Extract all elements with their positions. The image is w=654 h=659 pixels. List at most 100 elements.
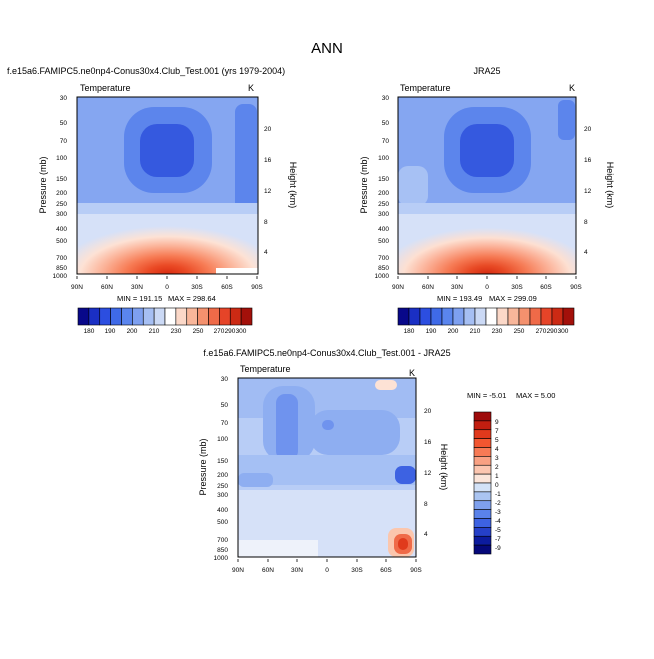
y-tick-label: 400 (56, 226, 67, 233)
y-tick-label: 700 (217, 537, 228, 544)
colorbar-swatch (186, 307, 198, 326)
y-tick-label: 30 (60, 95, 68, 102)
x-tick-label: 0 (165, 284, 169, 291)
x-tick-label: 30S (351, 567, 363, 574)
y-tick-label: 100 (56, 155, 67, 162)
colorbar-swatch (473, 509, 492, 519)
y-axis-right: 20 16 12 8 4 Height (km) (424, 408, 449, 538)
y-tick-label: 1000 (53, 273, 68, 280)
colorbar-label: 4 (495, 446, 499, 453)
panel-subtitle: Temperature (80, 83, 131, 93)
y-right-tick-label: 20 (424, 408, 432, 415)
y-tick-label: 200 (217, 472, 228, 479)
min-label: MIN = 191.15 (117, 294, 162, 303)
y-tick-label: 300 (217, 492, 228, 499)
colorbar-label: -9 (495, 545, 501, 552)
colorbar-swatch (121, 307, 133, 326)
colorbar-swatch (474, 307, 487, 326)
figure-title: ANN (311, 40, 343, 57)
colorbar-swatch (408, 307, 421, 326)
x-tick-label: 90S (251, 284, 263, 291)
y-tick-label: 500 (217, 519, 228, 526)
colorbar-label: 250 (514, 328, 525, 335)
colorbar-swatch (229, 307, 242, 326)
x-tick-label: 60S (380, 567, 392, 574)
y-right-tick-label: 16 (424, 439, 432, 446)
colorbar-swatch (540, 307, 553, 326)
y-right-axis-label: Height (km) (439, 444, 449, 491)
colorbar-label: 1 (495, 473, 499, 480)
x-tick-label: 30N (451, 284, 463, 291)
colorbar-diff: 9 7 5 4 3 2 1 0 -1 -2 -3 -4 -5 -7 -9 (473, 411, 501, 555)
y-axis-label: Pressure (mb) (38, 156, 48, 213)
colorbar-label: 5 (495, 437, 499, 444)
colorbar-label: 290 (225, 328, 236, 335)
y-tick-label: 850 (217, 547, 228, 554)
colorbar-swatch (473, 420, 492, 431)
colorbar-label: 200 (127, 328, 138, 335)
y-tick-label: 30 (382, 95, 390, 102)
min-label: MIN = -5.01 (467, 391, 506, 400)
colorbar-swatch (473, 544, 492, 555)
y-tick-label: 100 (378, 155, 389, 162)
colorbar-swatch (397, 307, 410, 326)
colorbar-swatch (473, 438, 492, 448)
colorbar-label: 270 (536, 328, 547, 335)
max-label: MAX = 299.09 (489, 294, 537, 303)
colorbar-swatch (441, 307, 454, 326)
y-axis-label: Pressure (mb) (198, 438, 208, 495)
colorbar-label: 300 (558, 328, 569, 335)
colorbar-swatch (518, 307, 531, 326)
colorbar-label: -7 (495, 536, 501, 543)
y-tick-label: 1000 (375, 273, 390, 280)
y-tick-label: 100 (217, 436, 228, 443)
y-tick-label: 300 (56, 211, 67, 218)
x-tick-label: 30S (511, 284, 523, 291)
x-tick-label: 90N (232, 567, 244, 574)
x-tick-label: 30S (191, 284, 203, 291)
y-right-tick-label: 8 (424, 501, 428, 508)
y-tick-label: 400 (378, 226, 389, 233)
colorbar-swatch (473, 482, 492, 493)
colorbar-swatch (473, 447, 492, 457)
y-axis-label: Pressure (mb) (359, 156, 369, 213)
colorbar-panel-model: 180 190 200 210 230 250 270 290 300 (77, 307, 253, 335)
colorbar-swatch (496, 307, 509, 326)
x-tick-label: 90N (392, 284, 404, 291)
colorbar-label: 230 (492, 328, 503, 335)
units-label: K (569, 83, 575, 93)
x-tick-label: 0 (325, 567, 329, 574)
colorbar-label: 0 (495, 482, 499, 489)
colorbar-label: 9 (495, 419, 499, 426)
y-tick-label: 850 (56, 265, 67, 272)
plot-area (237, 377, 417, 558)
y-tick-label: 70 (60, 138, 68, 145)
plot-area (397, 96, 577, 275)
x-tick-label: 60N (101, 284, 113, 291)
min-label: MIN = 193.49 (437, 294, 482, 303)
x-tick-label: 60S (221, 284, 233, 291)
y-right-tick-label: 20 (264, 126, 272, 133)
x-tick-label: 30N (291, 567, 303, 574)
y-tick-label: 150 (378, 176, 389, 183)
colorbar-swatch (88, 307, 101, 326)
panel-title: f.e15a6.FAMIPC5.ne0np4-Conus30x4.Club_Te… (203, 348, 450, 358)
colorbar-swatch (164, 307, 177, 326)
y-tick-label: 700 (56, 255, 67, 262)
colorbar-swatch (77, 307, 90, 326)
colorbar-label: 210 (470, 328, 481, 335)
colorbar-label: 180 (84, 328, 95, 335)
colorbar-swatch (240, 307, 253, 326)
colorbar-swatch (551, 307, 564, 326)
y-right-tick-label: 12 (424, 470, 432, 477)
colorbar-swatch (473, 411, 492, 422)
colorbar-swatch (142, 307, 155, 326)
x-tick-label: 90S (570, 284, 582, 291)
colorbar-label: -2 (495, 500, 501, 507)
y-right-tick-label: 4 (424, 531, 428, 538)
colorbar-swatch (430, 307, 443, 326)
colorbar-swatch (473, 518, 492, 528)
x-tick-label: 90S (410, 567, 422, 574)
colorbar-label: -1 (495, 491, 501, 498)
